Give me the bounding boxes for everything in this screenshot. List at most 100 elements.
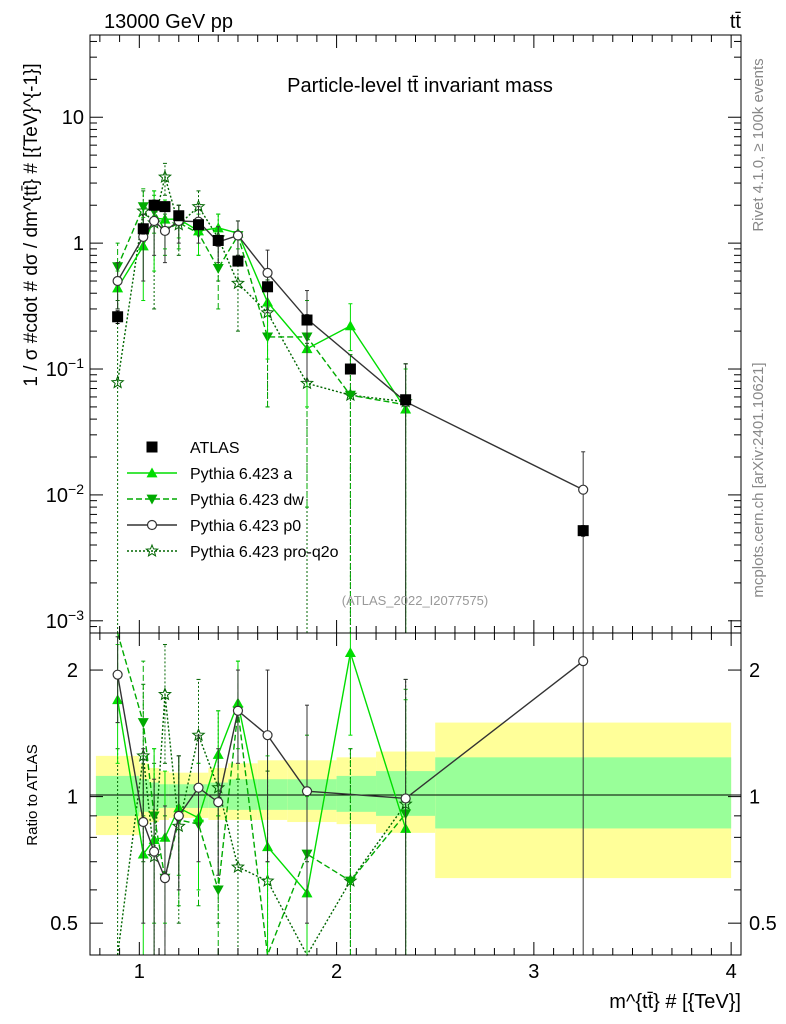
ratio-pythia_p0-point <box>173 810 184 821</box>
main-series-pythia_dw <box>112 188 412 634</box>
legend-entry-pythia_dw: Pythia 6.423 dw <box>127 492 304 509</box>
ratio-pythia_p0-point <box>159 872 171 884</box>
main-y-tick-label: 10−1 <box>46 355 84 381</box>
legend-label-atlas: ATLAS <box>190 440 240 457</box>
legend-label-pythia_a: Pythia 6.423 a <box>190 466 292 483</box>
legend-entry-pythia_a: Pythia 6.423 a <box>127 466 292 483</box>
ratio-band-inner <box>139 779 150 812</box>
main-pythia_dw-line <box>116 205 406 406</box>
main-pythia_dw-point <box>344 390 356 401</box>
ratio-y-tick-label-right: 2 <box>749 660 760 682</box>
main-pythia_dw-point <box>212 263 224 274</box>
main-pythia_p0-point <box>159 225 171 237</box>
legend-label-pythia_proq2o: Pythia 6.423 pro-q2o <box>190 544 339 561</box>
legend-label-pythia_p0: Pythia 6.423 p0 <box>190 518 301 535</box>
legend: ATLAS Pythia 6.423 a Pythia 6.423 dw Pythia… <box>127 440 339 561</box>
ratio-pythia_p0-point <box>138 816 149 828</box>
main-series-atlas <box>112 199 589 537</box>
tick-exponent: −1 <box>68 355 84 371</box>
main-series-layer <box>110 162 589 634</box>
main-atlas-point <box>212 234 224 246</box>
ratio-y-tick-label-right: 0.5 <box>749 913 777 935</box>
mcplots-label: mcplots.cern.ch [arXiv:2401.10621] <box>750 362 767 597</box>
main-series-pythia_a <box>112 190 412 634</box>
ratio-pythia_p0-point <box>232 705 244 716</box>
main-pythia_dw-point <box>137 202 149 213</box>
ratio-pythia_p0-point <box>301 786 313 797</box>
x-tick-label: 2 <box>331 961 342 983</box>
x-axis-label: m^{tt̄} # [{TeV}] <box>609 991 741 1013</box>
ratio-band-inner <box>159 784 169 808</box>
ratio-pythia_p0-line <box>116 660 584 881</box>
ratio-series-layer <box>112 632 589 957</box>
main-pythia_p0-point <box>149 215 160 227</box>
main-atlas-point <box>112 311 124 323</box>
ratio-pythia_proq2o-point <box>230 859 245 873</box>
analysis-id-label: (ATLAS_2022_I2077575) <box>342 593 488 608</box>
main-pythia_proq2o-point <box>110 375 125 389</box>
header-energy-label: 13000 GeV pp <box>104 11 233 33</box>
main-y-tick-label: 1 <box>73 233 84 255</box>
ratio-pythia_dw-point <box>212 885 224 896</box>
ratio-pythia_p0-point <box>400 793 411 804</box>
legend-marker-pythia_dw <box>146 494 158 505</box>
ratio-y-tick-label-left: 1 <box>67 787 78 809</box>
tick-base: 10 <box>62 107 84 129</box>
ratio-y-tick-label-left: 2 <box>67 660 78 682</box>
legend-marker-pythia_proq2o <box>144 543 160 557</box>
tick-base: 1 <box>73 233 84 255</box>
ratio-pythia_proq2o-line <box>116 694 407 957</box>
ratio-pythia_dw-point <box>137 718 149 729</box>
main-pythia_p0-point <box>578 484 589 495</box>
main-y-axis-label: 1 / σ #cdot # dσ / dm^{tt̄} # [{TeV}^{-1… <box>21 63 42 386</box>
main-pythia_a-point <box>344 320 356 331</box>
main-pythia_p0-point <box>112 275 123 287</box>
tick-exponent: −2 <box>68 481 84 497</box>
x-tick-label: 1 <box>134 961 145 983</box>
x-tick-label: 3 <box>528 961 539 983</box>
x-tick-label: 4 <box>726 961 737 983</box>
ratio-pythia_p0-point <box>193 782 204 793</box>
ratio-pythia_p0-point <box>578 656 589 667</box>
main-pythia_p0-point <box>262 267 273 279</box>
ratio-panel: 0.5 0.5 1 1 2 2 Ratio to ATLAS <box>24 632 777 957</box>
main-atlas-point <box>193 219 204 231</box>
legend-entry-pythia_p0: Pythia 6.423 p0 <box>127 518 301 535</box>
tick-base: 10 <box>46 485 68 507</box>
ratio-pythia_dw-point <box>344 876 356 887</box>
main-atlas-point <box>262 281 274 293</box>
main-atlas-point <box>344 363 356 375</box>
main-atlas-point <box>148 199 160 211</box>
legend-marker-pythia_p0 <box>146 519 158 531</box>
ratio-pythia_proq2o-point <box>157 687 172 701</box>
ratio-pythia_p0-point <box>213 797 224 808</box>
tick-exponent: −3 <box>68 607 84 623</box>
ratio-y-tick-label-left: 0.5 <box>50 913 78 935</box>
ratio-pythia_p0-point <box>149 846 160 857</box>
ratio-pythia_p0-point <box>262 730 273 741</box>
ratio-y-axis-label: Ratio to ATLAS <box>24 744 41 845</box>
ratio-series-pythia_p0 <box>112 632 589 956</box>
main-y-tick-label: 10−2 <box>46 481 84 507</box>
tick-base: 10 <box>46 359 68 381</box>
ratio-pythia_p0-point <box>112 669 123 680</box>
ratio-y-tick-label-right: 1 <box>749 787 760 809</box>
legend-label-pythia_dw: Pythia 6.423 dw <box>190 492 304 509</box>
main-y-tick-label: 10−3 <box>46 607 84 633</box>
ratio-axes: 0.5 0.5 1 1 2 2 <box>50 633 777 955</box>
main-atlas-point <box>232 255 244 267</box>
tick-base: 10 <box>46 611 68 633</box>
main-pythia_proq2o-point <box>157 169 172 183</box>
legend-marker-atlas <box>146 441 158 453</box>
ratio-pythia_dw-line <box>116 632 407 956</box>
main-pythia_p0-point <box>232 230 244 241</box>
ratio-pythia_a-point <box>344 647 356 658</box>
chart-title: Particle-level tt̄ invariant mass <box>287 75 553 97</box>
rivet-version-label: Rivet 4.1.0, ≥ 100k events <box>750 58 767 231</box>
ratio-uncertainty-bands <box>95 722 732 879</box>
main-pythia_proq2o-point <box>230 275 245 290</box>
main-pythia_a-line <box>117 217 407 410</box>
